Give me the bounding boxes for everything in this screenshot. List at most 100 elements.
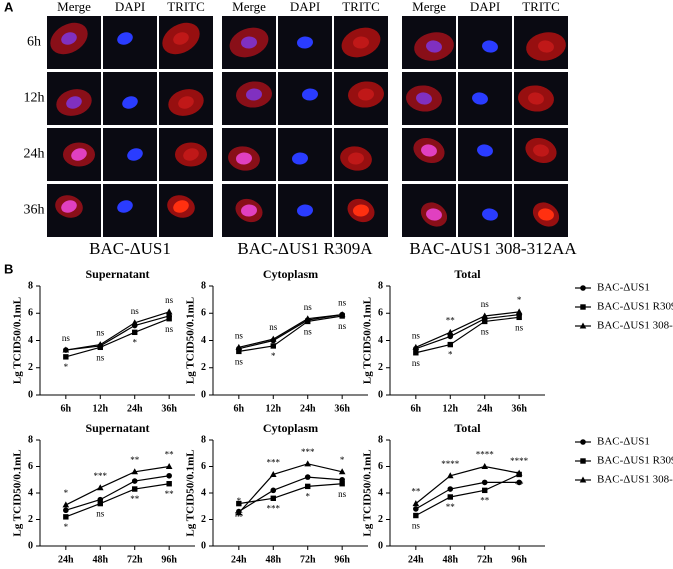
series-line — [415, 314, 520, 350]
data-point — [304, 460, 312, 467]
cell-nucleus — [477, 144, 493, 157]
cell-nucleus — [538, 40, 554, 53]
significance-label: * — [132, 337, 137, 347]
column-header: DAPI — [115, 0, 145, 14]
column-header: Merge — [232, 0, 266, 14]
x-tick-label: 48h — [442, 554, 458, 565]
cell-nucleus — [117, 200, 133, 213]
data-point — [63, 514, 69, 520]
significance-label: * — [237, 496, 242, 506]
data-point — [305, 318, 311, 325]
significance-label: ns — [165, 324, 174, 334]
data-point — [482, 487, 488, 494]
data-point — [270, 487, 277, 494]
significance-label: ns — [515, 322, 524, 332]
cell-nucleus — [241, 36, 257, 49]
cell-nucleus — [421, 144, 437, 157]
row-label: 6h — [27, 35, 41, 50]
data-point — [62, 346, 70, 353]
data-point — [270, 495, 276, 501]
significance-label: ** — [165, 489, 175, 499]
legend-label: BAC-ΔUS1 R309A — [597, 301, 673, 313]
cell-nucleus — [292, 152, 308, 165]
data-point — [412, 500, 420, 507]
significance-label: ns — [96, 328, 105, 338]
chart-title: Cytoplasm — [263, 421, 318, 435]
series-line — [238, 314, 343, 348]
data-point — [270, 343, 276, 349]
x-tick-label: 6h — [61, 403, 72, 414]
data-point — [580, 439, 586, 445]
micrograph — [103, 184, 157, 237]
data-point — [447, 333, 454, 340]
significance-label: ns — [412, 521, 421, 531]
x-tick-label: 96h — [511, 554, 527, 565]
cell-nucleus — [348, 152, 364, 165]
chart: Cytoplasm Lg TCID50/0.1mL 0 2 4 6 8 6h 12h 24h 36h… — [185, 267, 368, 414]
cell-nucleus — [173, 200, 189, 213]
cell-nucleus — [117, 32, 133, 45]
data-point — [515, 469, 523, 476]
x-tick-label: 96h — [334, 554, 350, 565]
significance-label: **** — [441, 459, 460, 469]
y-axis-label: Lg TCID50/0.1mL — [12, 449, 24, 536]
column-header: Merge — [57, 0, 91, 14]
x-tick-label: 12h — [92, 403, 108, 414]
significance-label: *** — [267, 503, 281, 513]
panel-label: A — [4, 0, 14, 14]
data-point — [482, 318, 488, 325]
row-label: 24h — [24, 147, 45, 162]
data-point — [481, 463, 489, 469]
x-tick-label: 24h — [127, 403, 143, 414]
y-tick-label: 8 — [201, 280, 206, 291]
y-tick-label: 2 — [28, 362, 33, 373]
y-tick-label: 6 — [378, 308, 383, 319]
cell-nucleus — [528, 92, 544, 105]
series-line — [238, 315, 343, 352]
data-point — [166, 481, 172, 487]
series-line — [65, 465, 170, 506]
y-axis-label: Lg TCID50/0.1mL — [362, 449, 374, 536]
x-tick-label: 6h — [234, 403, 245, 414]
data-point — [447, 494, 453, 500]
y-tick-label: 0 — [28, 540, 33, 551]
data-point — [413, 512, 419, 519]
panel-label: B — [4, 261, 13, 276]
data-point — [412, 343, 420, 350]
series-line — [65, 318, 170, 358]
data-point — [165, 308, 173, 315]
data-point — [413, 506, 419, 512]
micrograph — [103, 16, 157, 69]
significance-label: **** — [476, 450, 495, 460]
column-header: TRITC — [522, 0, 560, 14]
cell-nucleus — [538, 208, 554, 221]
significance-label: * — [517, 295, 522, 305]
data-point — [304, 474, 311, 480]
series-line — [65, 483, 170, 518]
y-tick-label: 0 — [201, 389, 206, 400]
cell-nucleus — [533, 144, 549, 157]
data-point — [131, 319, 139, 326]
data-point — [579, 476, 587, 483]
legend-label: BAC-ΔUS1 — [597, 436, 650, 448]
cell-nucleus — [178, 96, 194, 109]
group-title: BAC-ΔUS1 — [89, 239, 171, 258]
y-tick-label: 2 — [201, 362, 206, 373]
column-header: TRITC — [342, 0, 380, 14]
y-axis-label: Lg TCID50/0.1mL — [362, 297, 374, 384]
cell-nucleus — [353, 36, 369, 49]
data-point — [304, 315, 312, 322]
data-point — [269, 470, 277, 477]
significance-label: ns — [96, 352, 105, 362]
data-point — [235, 509, 243, 516]
cell-nucleus — [173, 32, 189, 45]
chart-title: Total — [454, 421, 481, 435]
y-tick-label: 2 — [201, 514, 206, 525]
x-tick-label: 72h — [127, 554, 143, 565]
cell-nucleus — [61, 200, 77, 213]
data-point — [516, 314, 522, 321]
column-header: DAPI — [470, 0, 500, 14]
series-line — [415, 465, 520, 505]
significance-label: * — [340, 455, 345, 465]
cell-nucleus — [358, 88, 374, 101]
